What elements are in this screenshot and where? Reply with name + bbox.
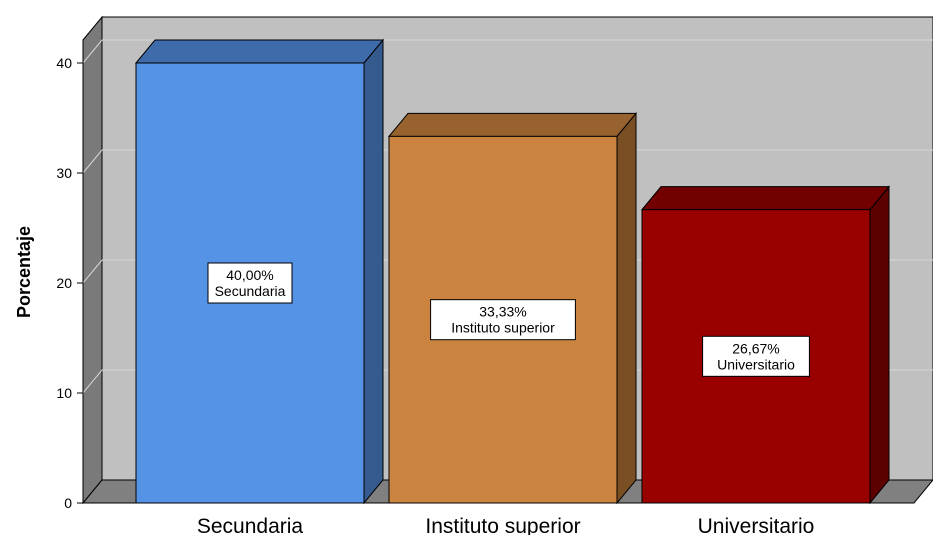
data-label-box-universitario bbox=[702, 335, 810, 377]
y-tick-label-10: 10 bbox=[56, 385, 72, 401]
gridline-side-30 bbox=[82, 149, 103, 174]
data-label-value-instituto-superior: 33,33% bbox=[479, 304, 526, 320]
data-label-category-secundaria: Secundaria bbox=[215, 283, 286, 299]
bar-top-universitario bbox=[640, 186, 891, 211]
x-tick-label-instituto-superior: Instituto superior bbox=[425, 515, 580, 535]
data-label-box-secundaria bbox=[207, 262, 293, 304]
data-label-value-universitario: 26,67% bbox=[732, 340, 779, 356]
x-tick-label-universitario: Universitario bbox=[698, 515, 815, 535]
y-tick-label-20: 20 bbox=[56, 275, 72, 291]
bar-top-instituto-superior bbox=[387, 112, 638, 137]
data-label-value-secundaria: 40,00% bbox=[226, 267, 273, 283]
bars: 40,00%Secundaria 33,33%Instituto superior… bbox=[134, 38, 891, 505]
gridline-side-10 bbox=[82, 369, 103, 394]
data-label-category-universitario: Universitario bbox=[717, 356, 795, 372]
x-tick-label-secundaria: Secundaria bbox=[197, 515, 304, 535]
data-label-box-instituto-superior bbox=[430, 299, 576, 341]
gridline-side-40 bbox=[82, 39, 103, 64]
chart-left-wall bbox=[82, 15, 103, 505]
bar-side-universitario bbox=[869, 185, 890, 505]
y-axis-title: Porcentaje bbox=[14, 226, 34, 318]
y-tick-label-30: 30 bbox=[56, 165, 72, 181]
y-ticks: 0 10 20 30 40 bbox=[56, 55, 83, 511]
bar-side-instituto-superior bbox=[616, 111, 637, 505]
bar-side-secundaria bbox=[363, 38, 384, 505]
x-tick-labels: Secundaria Instituto superior Universitari… bbox=[197, 515, 814, 535]
gridline-side-20 bbox=[82, 259, 103, 284]
bar-top-secundaria bbox=[134, 39, 385, 64]
y-tick-label-0: 0 bbox=[64, 495, 72, 511]
data-label-category-instituto-superior: Instituto superior bbox=[451, 320, 555, 336]
y-tick-label-40: 40 bbox=[56, 55, 72, 71]
